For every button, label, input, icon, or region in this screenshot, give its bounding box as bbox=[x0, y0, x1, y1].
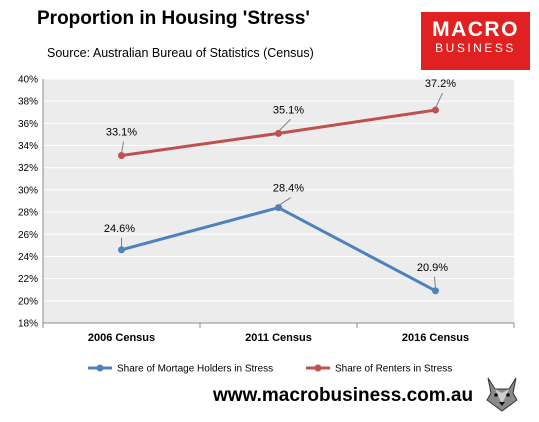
data-point bbox=[432, 106, 439, 114]
data-label: 35.1% bbox=[273, 104, 304, 116]
y-tick-label: 40% bbox=[18, 75, 38, 86]
data-label-leader bbox=[278, 118, 291, 132]
legend: Share of Mortage Holders in Stress Share … bbox=[88, 364, 452, 375]
y-tick-label: 32% bbox=[18, 163, 38, 174]
legend-label: Share of Mortage Holders in Stress bbox=[117, 364, 273, 375]
plot-area bbox=[43, 79, 514, 323]
y-tick-label: 18% bbox=[18, 319, 38, 330]
data-point bbox=[275, 204, 282, 212]
y-tick-label: 38% bbox=[18, 97, 38, 108]
legend-marker bbox=[96, 364, 104, 372]
grid-layer: 18% 20% 22% 24% 26% 28% 30% 32% 34% 36% 38% 40% 2006… bbox=[18, 75, 515, 344]
chart-title: Proportion in Housing 'Stress' bbox=[37, 8, 310, 29]
data-point bbox=[118, 246, 125, 254]
y-tick-label: 24% bbox=[18, 252, 38, 263]
data-point bbox=[432, 287, 439, 295]
website-url: www.macrobusiness.com.au bbox=[213, 385, 474, 406]
data-label: 33.1% bbox=[106, 127, 137, 139]
data-label: 24.6% bbox=[104, 223, 135, 235]
logo-line-2: BUSINESS bbox=[435, 41, 516, 55]
y-tick-label: 30% bbox=[18, 185, 38, 196]
logo-line-1: MACRO bbox=[432, 18, 519, 41]
data-label: 37.2% bbox=[425, 78, 456, 90]
x-tick-label: 2011 Census bbox=[245, 332, 312, 344]
data-label-leader bbox=[435, 92, 443, 109]
y-tick-label: 34% bbox=[18, 141, 38, 152]
legend-label: Share of Renters in Stress bbox=[335, 364, 452, 375]
y-tick-label: 28% bbox=[18, 208, 38, 219]
y-tick-label: 26% bbox=[18, 230, 38, 241]
y-tick-label: 36% bbox=[18, 119, 38, 130]
y-tick-label: 20% bbox=[18, 296, 38, 307]
legend-marker bbox=[314, 364, 322, 372]
series-layer bbox=[118, 106, 439, 295]
x-tick-label: 2006 Census bbox=[88, 332, 155, 344]
data-label-leader bbox=[278, 197, 291, 207]
y-tick-label: 22% bbox=[18, 274, 38, 285]
label-layer: 24.6% 28.4% 20.9% 33.1% 35.1% 37.2% bbox=[104, 78, 456, 289]
x-tick-label: 2016 Census bbox=[402, 332, 469, 344]
data-label-leader bbox=[121, 141, 124, 154]
data-label-leader bbox=[434, 276, 436, 289]
data-point bbox=[118, 152, 125, 160]
line-chart: 18% 20% 22% 24% 26% 28% 30% 32% 34% 36% 38% 40% 2006… bbox=[18, 75, 515, 375]
chart-subtitle: Source: Australian Bureau of Statistics … bbox=[47, 46, 314, 60]
wolf-icon bbox=[482, 374, 522, 414]
data-point bbox=[275, 129, 282, 137]
data-label: 28.4% bbox=[273, 183, 304, 195]
data-label: 20.9% bbox=[417, 262, 448, 274]
macro-business-logo: MACRO BUSINESS bbox=[421, 12, 530, 70]
